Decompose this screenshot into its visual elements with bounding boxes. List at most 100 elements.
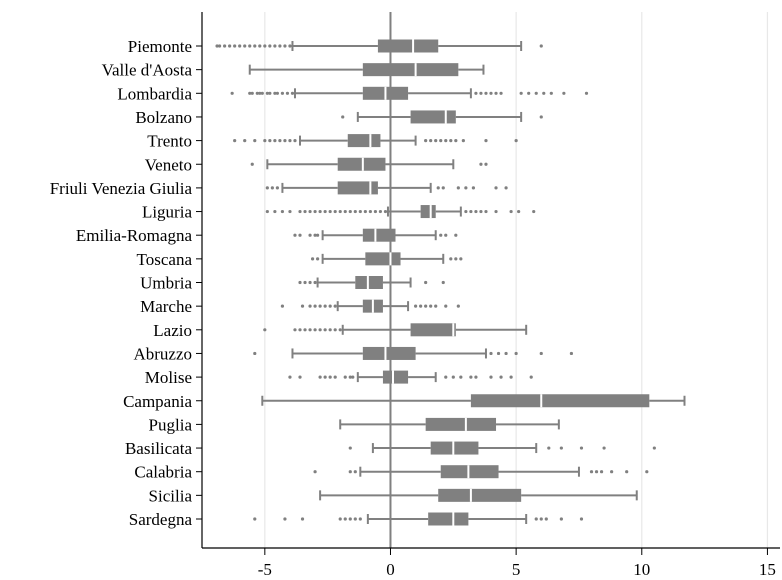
outlier-point bbox=[288, 44, 292, 48]
outlier-point bbox=[293, 139, 297, 143]
outlier-point bbox=[250, 162, 254, 166]
x-tick-label: 15 bbox=[759, 560, 776, 579]
outlier-point bbox=[233, 139, 237, 143]
category-label: Lombardia bbox=[117, 84, 192, 103]
outlier-point bbox=[474, 375, 478, 379]
outlier-point bbox=[529, 375, 533, 379]
outlier-point bbox=[253, 139, 257, 143]
outlier-point bbox=[263, 44, 267, 48]
outlier-point bbox=[338, 328, 342, 332]
category-label: Abruzzo bbox=[133, 344, 192, 363]
category-label: Marche bbox=[140, 297, 192, 316]
outlier-point bbox=[288, 209, 292, 214]
box-row bbox=[288, 370, 533, 384]
outlier-point bbox=[265, 209, 269, 214]
outlier-point bbox=[333, 328, 337, 332]
box-row bbox=[348, 441, 656, 455]
axes-layer bbox=[196, 12, 780, 555]
outlier-point bbox=[285, 91, 290, 95]
outlier-point bbox=[444, 233, 448, 237]
category-label: Calabria bbox=[134, 463, 192, 482]
outlier-point bbox=[341, 115, 345, 119]
outlier-point bbox=[300, 304, 305, 308]
outlier-point bbox=[318, 209, 322, 214]
outlier-point bbox=[489, 375, 493, 379]
category-label: Puglia bbox=[149, 415, 193, 434]
outlier-point bbox=[253, 517, 257, 521]
outlier-point bbox=[333, 375, 337, 379]
category-label: Sicilia bbox=[149, 486, 193, 505]
outlier-point bbox=[280, 209, 285, 214]
outlier-point bbox=[579, 446, 584, 450]
outlier-point bbox=[589, 470, 594, 474]
outlier-point bbox=[373, 209, 377, 214]
outlier-point bbox=[316, 257, 320, 261]
outlier-point bbox=[333, 304, 337, 308]
outlier-point bbox=[454, 257, 458, 261]
outlier-point bbox=[378, 209, 383, 214]
outlier-point bbox=[504, 351, 508, 356]
outlier-point bbox=[313, 209, 317, 214]
outlier-point bbox=[313, 304, 317, 308]
outlier-point bbox=[451, 375, 455, 379]
outlier-point bbox=[625, 470, 629, 474]
outlier-point bbox=[268, 91, 272, 95]
outlier-point bbox=[233, 44, 237, 48]
outlier-point bbox=[348, 517, 352, 521]
box-row bbox=[261, 394, 686, 408]
outlier-point bbox=[484, 162, 488, 166]
box bbox=[347, 134, 381, 148]
outlier-point bbox=[278, 139, 282, 143]
outlier-point bbox=[532, 209, 536, 214]
box-row bbox=[339, 417, 560, 431]
outlier-point bbox=[469, 375, 473, 379]
outlier-point bbox=[645, 470, 649, 474]
outlier-point bbox=[253, 351, 257, 356]
outlier-point bbox=[494, 91, 498, 95]
boxes-layer bbox=[215, 39, 686, 526]
outlier-point bbox=[461, 139, 465, 143]
outlier-point bbox=[484, 91, 488, 95]
box bbox=[420, 205, 436, 219]
category-label: Piemonte bbox=[128, 37, 192, 56]
category-label: Bolzano bbox=[135, 108, 192, 127]
outlier-point bbox=[519, 91, 523, 95]
box-row bbox=[341, 110, 543, 124]
outlier-point bbox=[594, 470, 599, 474]
box bbox=[428, 512, 469, 526]
outlier-point bbox=[313, 470, 317, 474]
outlier-point bbox=[474, 209, 478, 214]
outlier-point bbox=[539, 517, 543, 521]
box bbox=[355, 276, 383, 289]
category-label: Molise bbox=[145, 368, 192, 387]
outlier-point bbox=[599, 470, 604, 474]
grid-layer bbox=[264, 12, 769, 548]
outlier-point bbox=[610, 470, 614, 474]
box-row bbox=[233, 134, 518, 148]
category-label: Veneto bbox=[145, 155, 192, 174]
outlier-point bbox=[238, 44, 242, 48]
outlier-point bbox=[313, 233, 317, 237]
outlier-point bbox=[496, 351, 501, 356]
outlier-point bbox=[542, 91, 546, 95]
outlier-point bbox=[273, 209, 277, 214]
box bbox=[365, 252, 401, 266]
outlier-point bbox=[424, 304, 428, 308]
outlier-point bbox=[260, 91, 264, 95]
box-row bbox=[265, 181, 508, 195]
outlier-point bbox=[579, 517, 584, 521]
box bbox=[470, 394, 650, 408]
outlier-point bbox=[534, 91, 538, 95]
outlier-point bbox=[323, 328, 327, 332]
outlier-point bbox=[439, 139, 443, 143]
outlier-point bbox=[499, 91, 503, 95]
outlier-point bbox=[499, 375, 503, 379]
category-label: Umbria bbox=[140, 274, 192, 293]
outlier-point bbox=[484, 139, 488, 143]
outlier-point bbox=[539, 115, 543, 119]
outlier-point bbox=[298, 375, 302, 379]
box-row bbox=[298, 276, 445, 289]
outlier-point bbox=[283, 44, 287, 48]
outlier-point bbox=[308, 328, 312, 332]
outlier-point bbox=[514, 139, 518, 143]
